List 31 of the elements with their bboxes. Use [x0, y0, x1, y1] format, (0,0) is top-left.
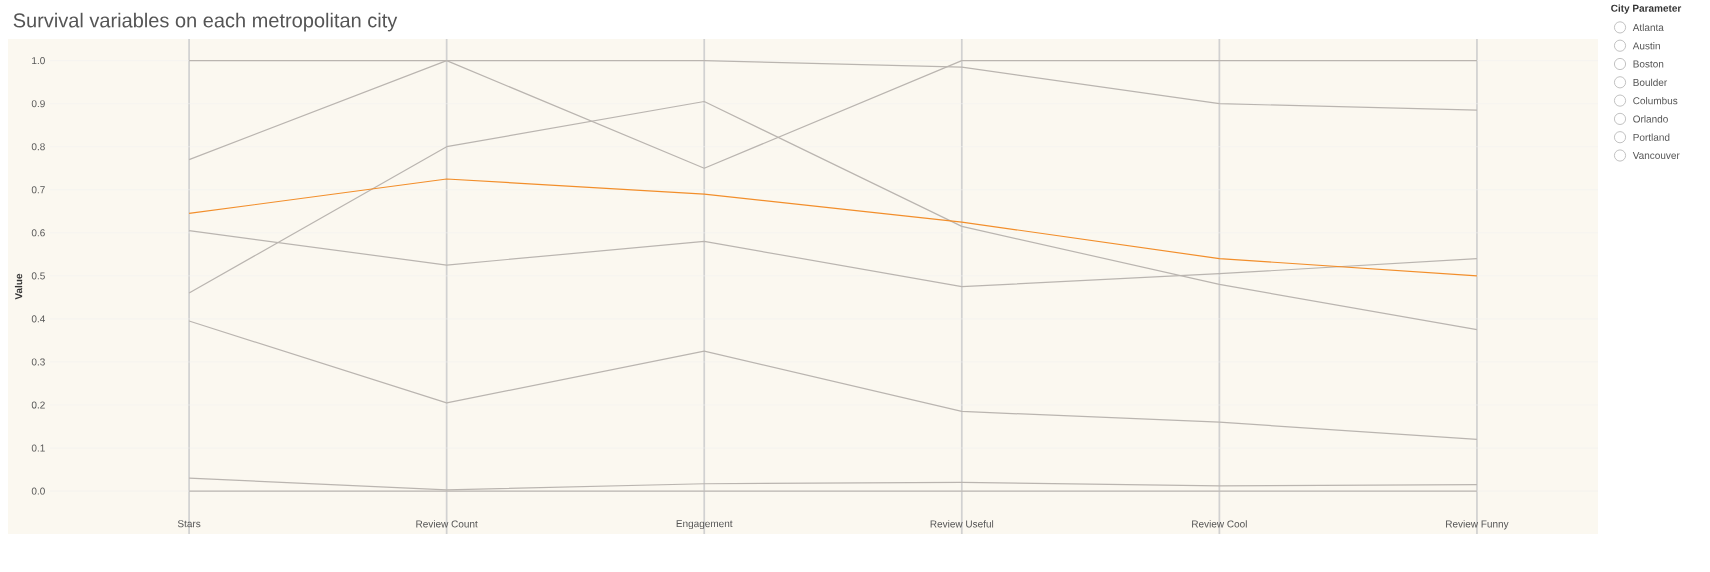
- text: Boston: [1633, 60, 1664, 68]
- line-series: [188, 477, 1478, 491]
- y-tick-label: 0.4: [31, 315, 45, 323]
- y-tick-label: 0.3: [31, 358, 45, 366]
- y-tick-label: 0.2: [31, 401, 45, 409]
- text: Columbus: [1633, 96, 1678, 105]
- line-series: [188, 178, 1478, 277]
- y-tick-label: 0.8: [31, 143, 45, 151]
- y-tick-label: 0.1: [31, 444, 45, 452]
- y-tick-label: 0.7: [31, 186, 45, 194]
- x-tick-label: Review Useful: [930, 520, 994, 528]
- x-tick-label: Engagement: [676, 520, 733, 530]
- x-tick-label: Stars: [177, 520, 201, 528]
- y-tick-label: 0.6: [31, 229, 45, 237]
- y-tick-label: 1.0: [32, 57, 45, 65]
- x-tick-label: Review Count: [416, 520, 478, 528]
- y-tick-label: 0.9: [31, 100, 45, 108]
- text: Portland: [1633, 133, 1670, 141]
- text: Atlanta: [1632, 23, 1664, 32]
- y-tick-label: 0.5: [31, 272, 45, 280]
- x-tick-label: Review Funny: [1446, 520, 1509, 530]
- x-tick-label: Review Cool: [1192, 520, 1247, 528]
- y-tick-label: 0.0: [31, 487, 45, 495]
- text: Boulder: [1633, 78, 1668, 86]
- text: City Parameter: [1611, 4, 1682, 14]
- text: Vancouver: [1632, 151, 1680, 159]
- chart-title: Survival variables on each metropolitan city: [13, 12, 398, 32]
- y-axis-title: Value: [14, 273, 23, 300]
- text: Austin: [1632, 42, 1660, 50]
- text: Orlando: [1633, 115, 1668, 123]
- line-series: [188, 320, 1478, 440]
